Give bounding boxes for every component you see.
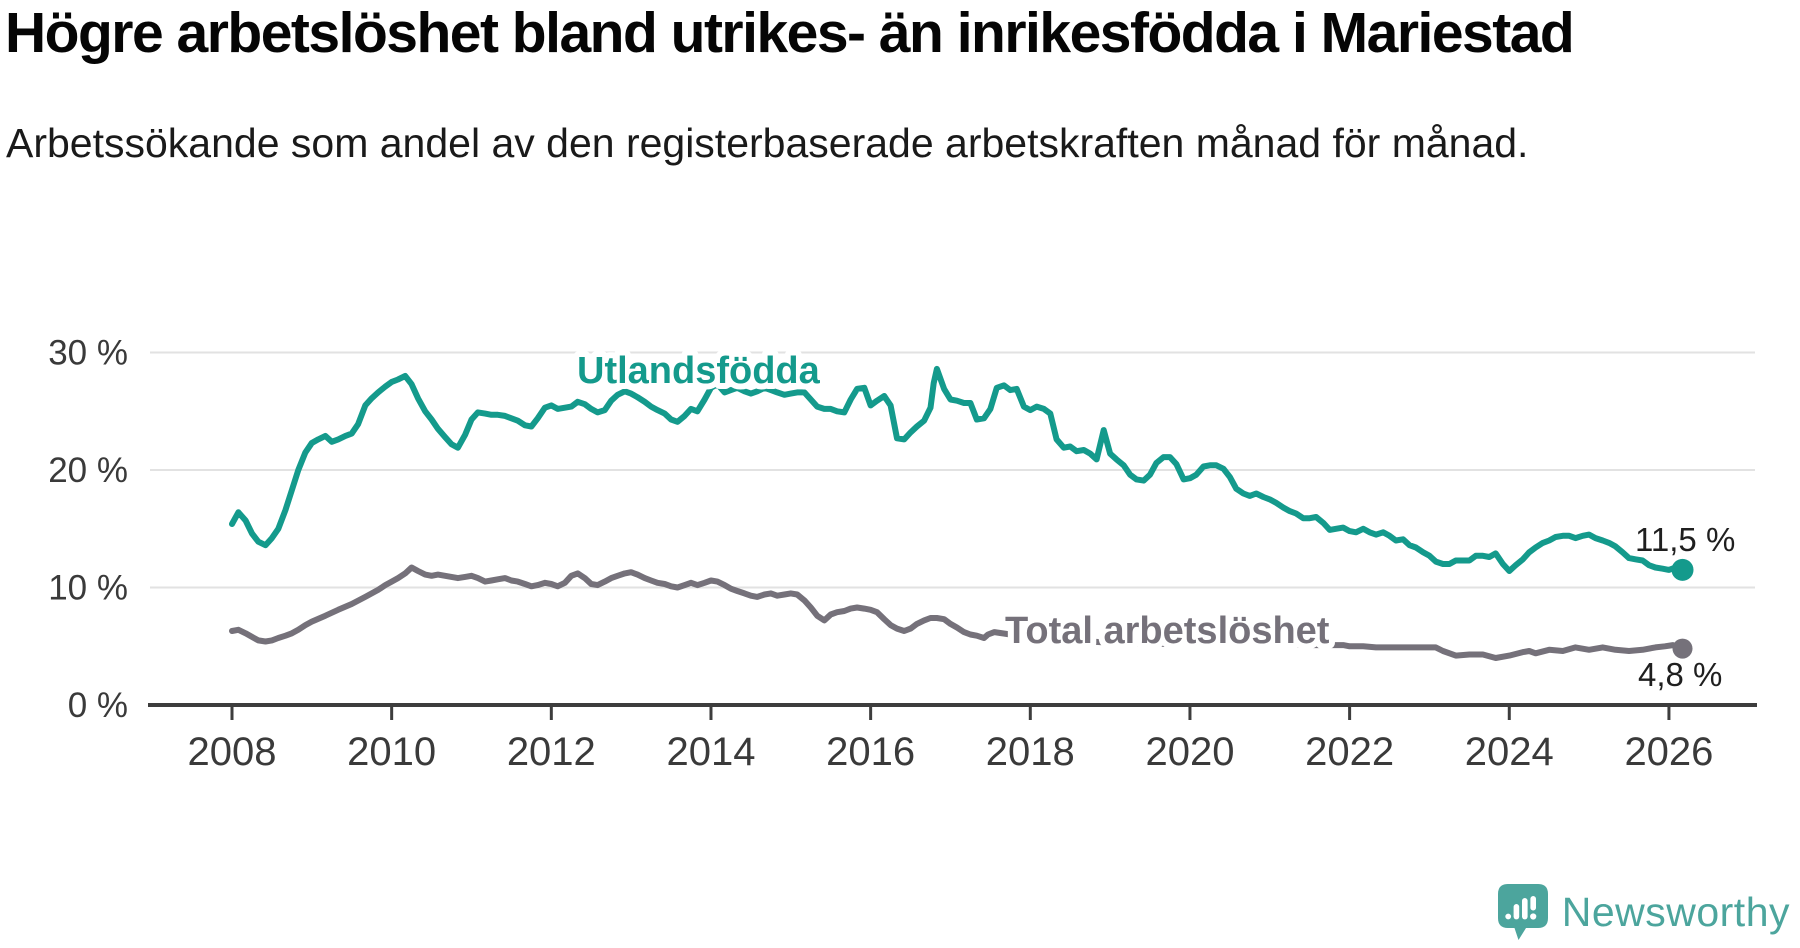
x-tick-label: 2020 <box>1145 730 1234 774</box>
y-tick-label: 30 % <box>48 334 128 373</box>
x-tick-label: 2022 <box>1305 730 1394 774</box>
x-tick-label: 2016 <box>826 730 915 774</box>
chart-title: Högre arbetslöshet bland utrikes- än inr… <box>5 1 1575 65</box>
newsworthy-brand[interactable]: Newsworthy <box>1497 884 1790 941</box>
series-line-total-arbetsl-shet <box>229 564 1686 661</box>
x-tick-label: 2018 <box>986 730 1075 774</box>
y-tick-label: 10 % <box>48 569 128 608</box>
series-label-utlandsf-dda: Utlandsfödda <box>577 350 821 392</box>
y-tick-label: 20 % <box>48 451 128 490</box>
series-line-utlandsf-dda <box>229 365 1686 574</box>
x-tick-label: 2010 <box>347 730 436 774</box>
end-dot-total-arbetsl-shet <box>1672 638 1693 659</box>
chart-subtitle: Arbetssökande som andel av den registerb… <box>6 120 1529 166</box>
newsworthy-brand-name: Newsworthy <box>1561 889 1790 935</box>
end-dot-utlandsf-dda <box>1671 558 1694 581</box>
x-tick-label: 2026 <box>1624 730 1713 774</box>
x-tick-label: 2014 <box>666 730 755 774</box>
x-tick-label: 2012 <box>507 730 596 774</box>
end-value-label-total-arbetsl-shet: 4,8 % <box>1638 656 1722 693</box>
newsworthy-logo-icon <box>1497 884 1548 940</box>
x-tick-label: 2008 <box>188 730 277 774</box>
x-tick-label: 2024 <box>1465 730 1554 774</box>
series-label-total-arbetsl-shet: Total arbetslöshet <box>1005 610 1330 652</box>
y-tick-label: 0 % <box>68 686 128 725</box>
end-value-label-utlandsf-dda: 11,5 % <box>1635 521 1735 558</box>
